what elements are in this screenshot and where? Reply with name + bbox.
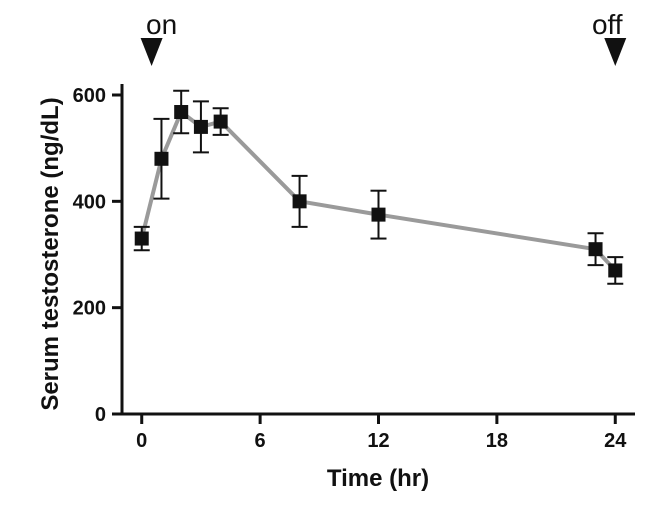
series-layer xyxy=(133,89,624,285)
x-tick-label-6: 6 xyxy=(255,430,266,452)
annotation-label-on: on xyxy=(146,9,177,40)
y-tick-label-400: 400 xyxy=(73,191,106,213)
data-point-4 xyxy=(213,114,228,129)
data-point-5 xyxy=(292,194,307,209)
y-tick-label-200: 200 xyxy=(73,298,106,320)
x-axis-title: Time (hr) xyxy=(327,465,429,492)
ticks-layer: 0 200 400 600 0 6 12 18 24 xyxy=(73,85,628,452)
y-tick-label-600: 600 xyxy=(73,85,106,107)
y-tick-label-0: 0 xyxy=(95,404,106,426)
data-point-8 xyxy=(608,263,623,278)
annotation-arrow-on xyxy=(140,38,163,66)
data-point-3 xyxy=(193,119,208,134)
x-tick-label-12: 12 xyxy=(367,430,389,452)
x-tick-label-0: 0 xyxy=(136,430,147,452)
x-tick-label-18: 18 xyxy=(486,430,508,452)
data-point-0 xyxy=(134,231,149,246)
annotations-layer: on off xyxy=(140,9,627,66)
data-point-6 xyxy=(371,207,386,222)
x-tick-label-24: 24 xyxy=(604,430,627,452)
data-point-7 xyxy=(588,242,603,257)
y-axis-title: Serum testosterone (ng/dL) xyxy=(37,97,64,410)
annotation-label-off: off xyxy=(592,9,623,40)
data-point-1 xyxy=(154,151,169,166)
data-point-2 xyxy=(174,105,189,120)
annotation-arrow-off xyxy=(604,38,627,66)
